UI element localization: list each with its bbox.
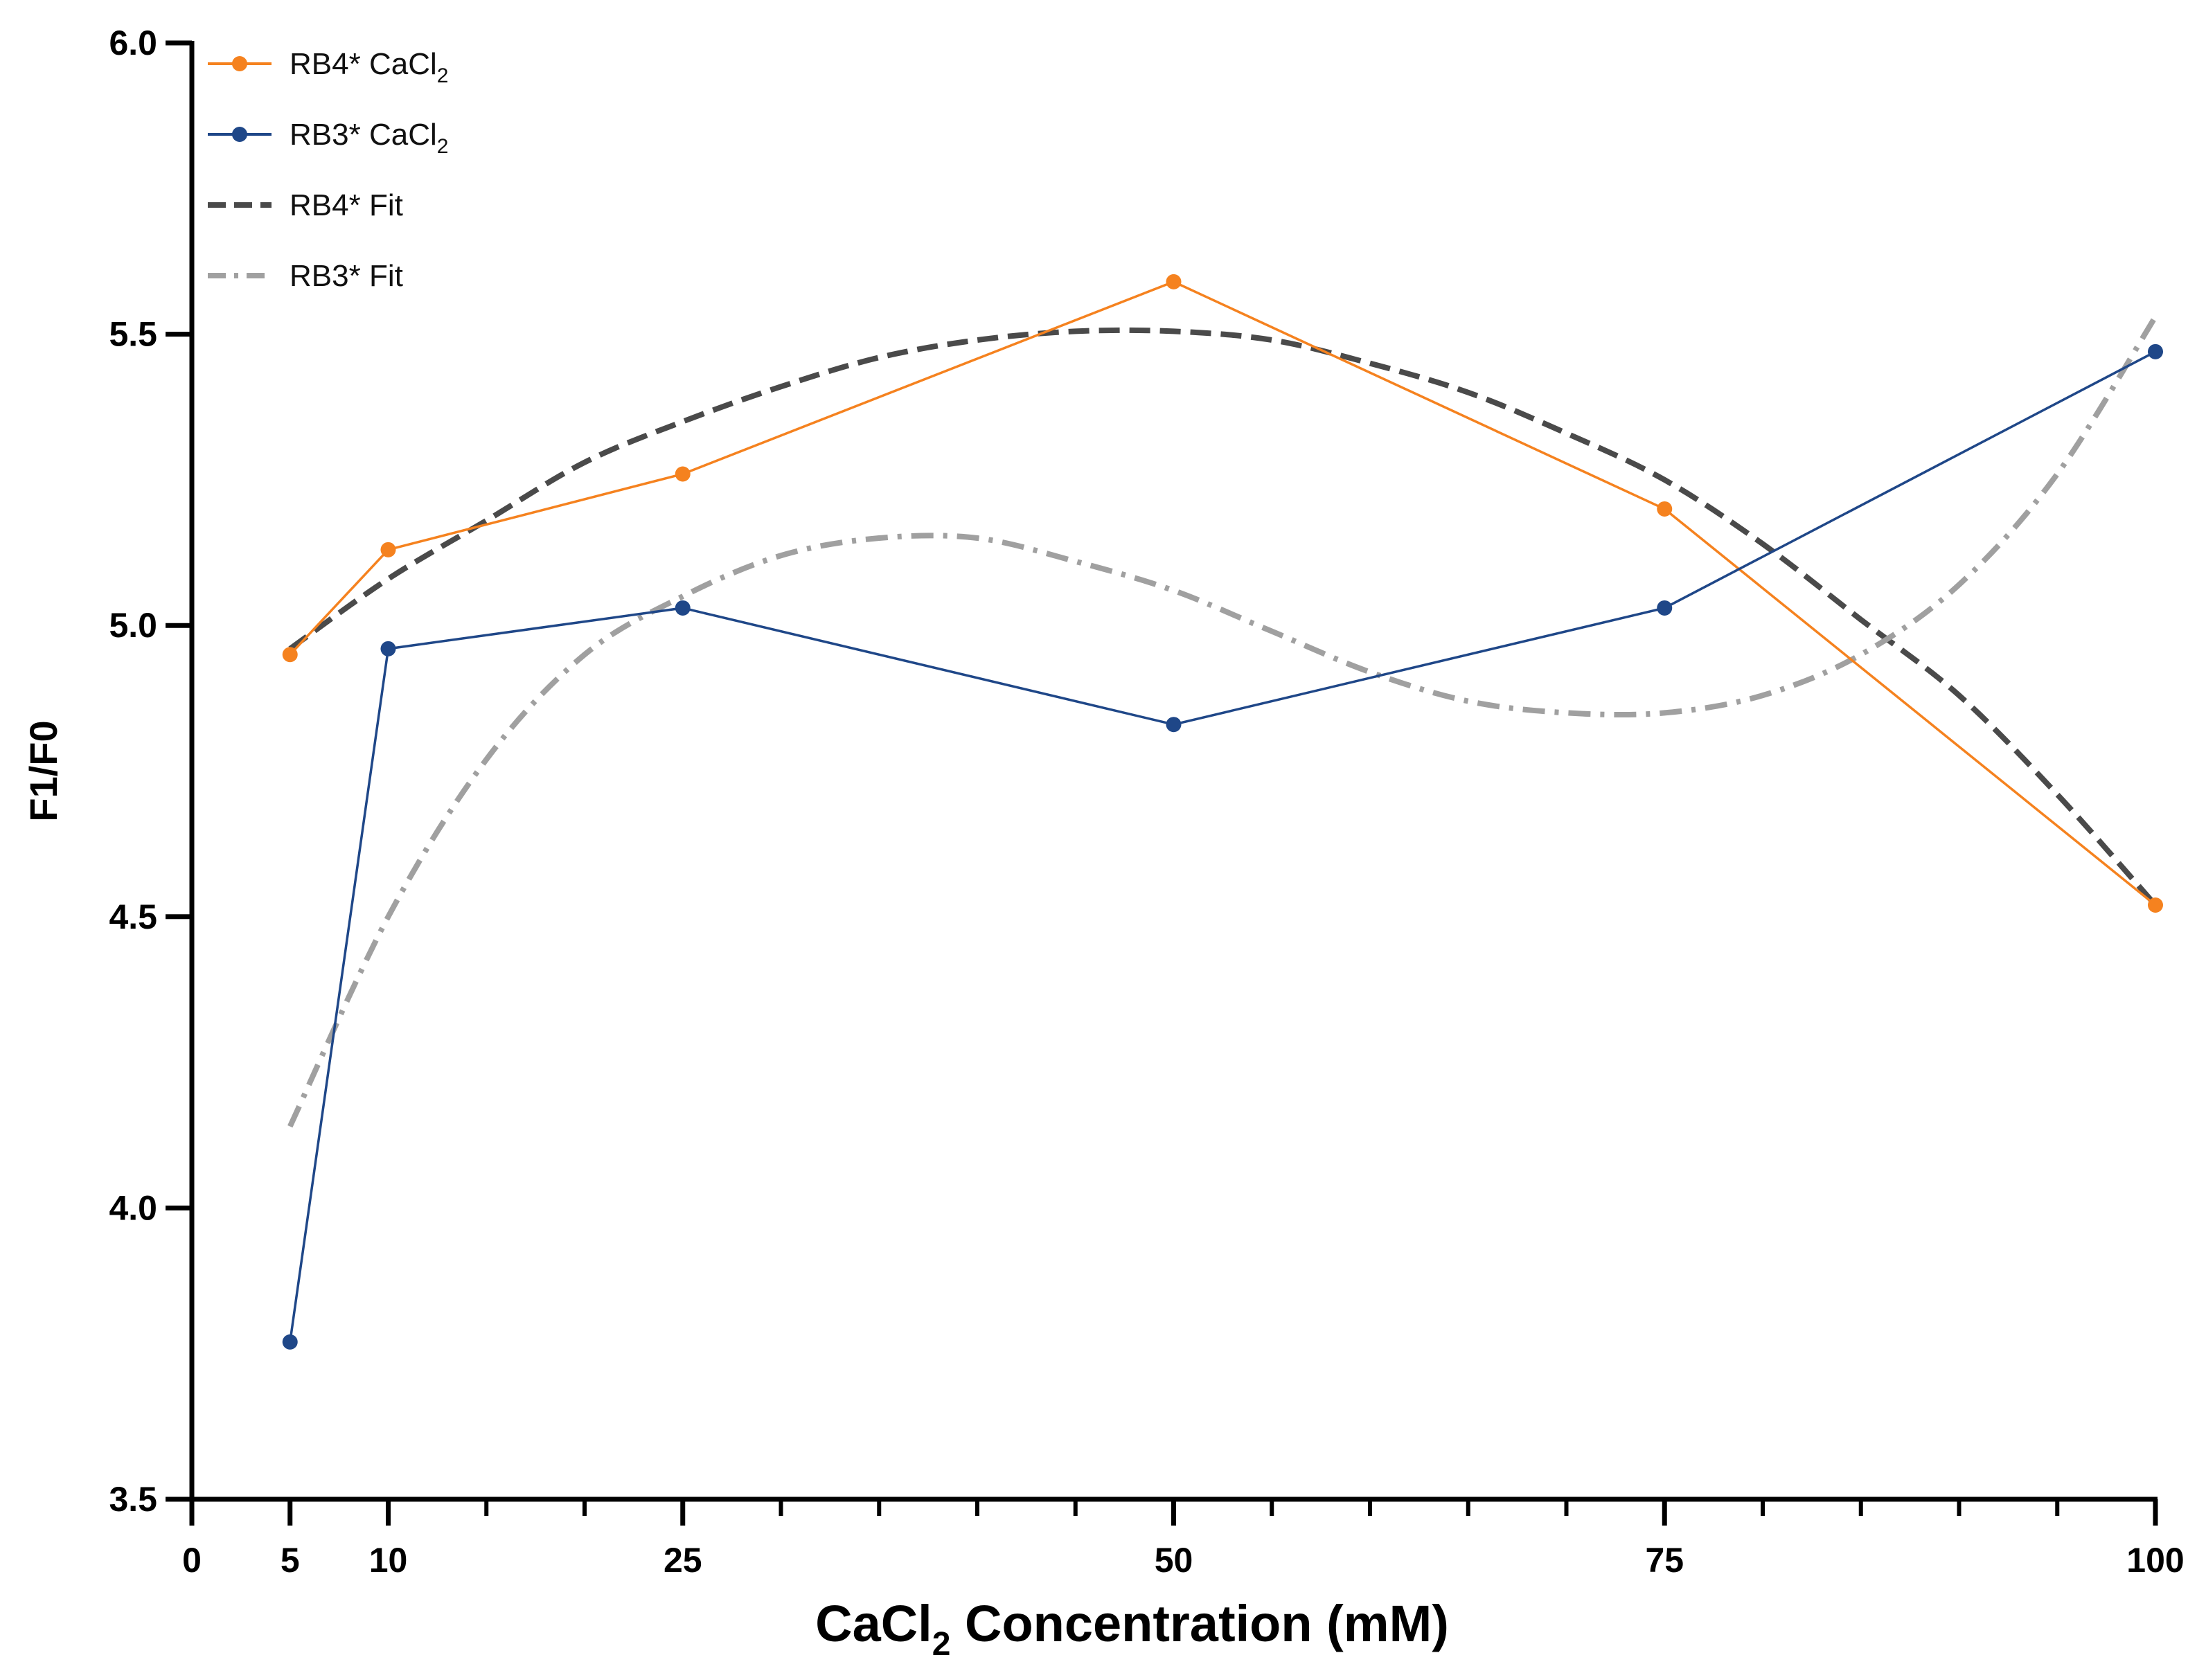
data-point-s1-x75 xyxy=(1657,501,1673,517)
x-axis-title: CaCl2 Concentration (mM) xyxy=(815,1595,1449,1663)
legend-label-4: RB3* Fit xyxy=(290,259,403,293)
axes: 3.5 4.0 4.5 5.0 5.5 6.0 0 5 10 25 50 75 100 xyxy=(109,24,2184,1580)
data-line-1 xyxy=(289,280,2157,906)
fit-curves xyxy=(287,315,2158,1128)
x-axis-title-rest: Concentration (mM) xyxy=(950,1595,1448,1652)
data-line-2 xyxy=(289,350,2156,1343)
y-tick-label-5.5: 5.5 xyxy=(109,315,157,354)
legend-label-3: RB4* Fit xyxy=(290,188,403,222)
data-point-s2-x10 xyxy=(380,641,396,656)
data-point-s1-x50 xyxy=(1166,274,1182,289)
data-point-s2-x5 xyxy=(282,1334,298,1350)
legend-label-1: RB4* CaCl2 xyxy=(290,47,448,87)
y-tick-label-4.5: 4.5 xyxy=(109,897,157,936)
x-tick-label-10: 10 xyxy=(369,1541,408,1580)
fit-curve-3 xyxy=(288,327,2158,907)
x-tick-label-50: 50 xyxy=(1155,1541,1193,1580)
x-tick-label-0: 0 xyxy=(182,1541,202,1580)
data-point-s1-x5 xyxy=(282,647,298,663)
y-tick-label-4: 4.0 xyxy=(109,1188,157,1227)
x-tick-label-5: 5 xyxy=(281,1541,300,1580)
legend: RB4* CaCl2 RB3* CaCl2 RB4* Fit RB3* Fit xyxy=(208,47,448,293)
data-point-s2-x50 xyxy=(1166,717,1182,733)
x-axis-title-main: CaCl xyxy=(815,1595,932,1652)
y-tick-label-6: 6.0 xyxy=(109,24,157,62)
fit-curve-4 xyxy=(287,315,2158,1128)
data-point-s1-x25 xyxy=(675,466,691,482)
y-tick-label-3.5: 3.5 xyxy=(109,1480,157,1519)
data-point-s2-x75 xyxy=(1657,600,1673,616)
x-axis-title-subscript: 2 xyxy=(932,1626,951,1663)
legend-swatch-marker-2 xyxy=(232,127,247,142)
data-point-s1-x10 xyxy=(380,542,396,557)
data-lines xyxy=(289,280,2157,1343)
legend-label-2: RB3* CaCl2 xyxy=(290,118,448,158)
data-markers xyxy=(282,274,2163,1350)
y-axis-title: F1/F0 xyxy=(21,720,65,821)
x-tick-label-25: 25 xyxy=(664,1541,702,1580)
data-point-s1-x100 xyxy=(2148,897,2163,913)
x-tick-label-100: 100 xyxy=(2126,1541,2184,1580)
data-point-s2-x25 xyxy=(675,600,691,616)
data-point-s2-x100 xyxy=(2148,343,2163,359)
x-tick-label-75: 75 xyxy=(1645,1541,1684,1580)
legend-swatch-marker-1 xyxy=(232,56,247,71)
y-tick-label-5: 5.0 xyxy=(109,606,157,645)
